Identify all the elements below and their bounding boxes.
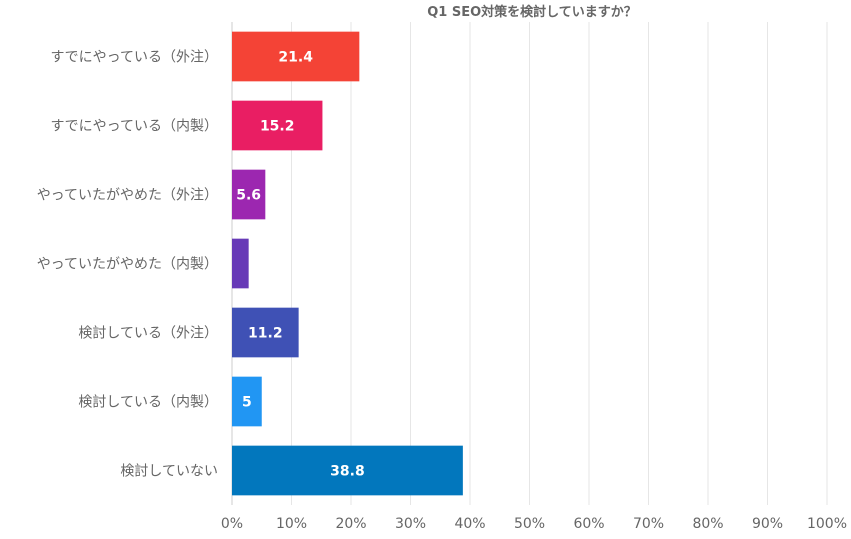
bar (232, 31, 360, 82)
gridlines (231, 22, 828, 505)
data-label: 21.4 (278, 50, 313, 66)
category-label: 検討していない (120, 464, 218, 480)
category-label: やっていたがやめた（内製） (37, 257, 218, 273)
x-tick-label: 20% (335, 516, 366, 532)
category-label: すでにやっている（外注） (51, 50, 218, 66)
x-tick-label: 60% (573, 516, 604, 532)
x-tick-label: 50% (514, 516, 545, 532)
data-label: 15.2 (260, 119, 295, 135)
x-tick-label: 0% (221, 516, 243, 532)
bar (232, 376, 262, 427)
bars: 21.4 15.2 5.6 11.2 5 38.8 (232, 31, 463, 496)
category-label: やっていたがやめた（外注） (37, 188, 218, 204)
x-tick-label: 70% (633, 516, 664, 532)
x-tick-label: 40% (454, 516, 485, 532)
bar (232, 307, 299, 358)
bar (232, 445, 463, 496)
x-tick-label: 10% (276, 516, 307, 532)
category-label: 検討している（外注） (78, 326, 218, 342)
x-axis-ticks: 0% 10% 20% 30% 40% 50% 60% 70% 80% 90% 100% (221, 516, 847, 532)
data-label: 11.2 (248, 326, 283, 342)
data-label: 38.8 (330, 464, 365, 480)
bar (232, 169, 266, 220)
chart-title: Q1 SEO対策を検討していますか？ (427, 5, 637, 20)
category-label: 検討している（内製） (78, 395, 218, 411)
bar (232, 238, 249, 289)
category-label: すでにやっている（内製） (51, 119, 218, 135)
category-labels: すでにやっている（外注） すでにやっている（内製） やっていたがやめた（外注） やって… (37, 50, 218, 480)
data-label: 5.6 (236, 188, 261, 204)
x-tick-label: 80% (692, 516, 723, 532)
data-label: 5 (242, 395, 252, 411)
bar (232, 100, 323, 151)
x-tick-label: 90% (752, 516, 783, 532)
x-tick-label: 100% (807, 516, 847, 532)
x-tick-label: 30% (395, 516, 426, 532)
